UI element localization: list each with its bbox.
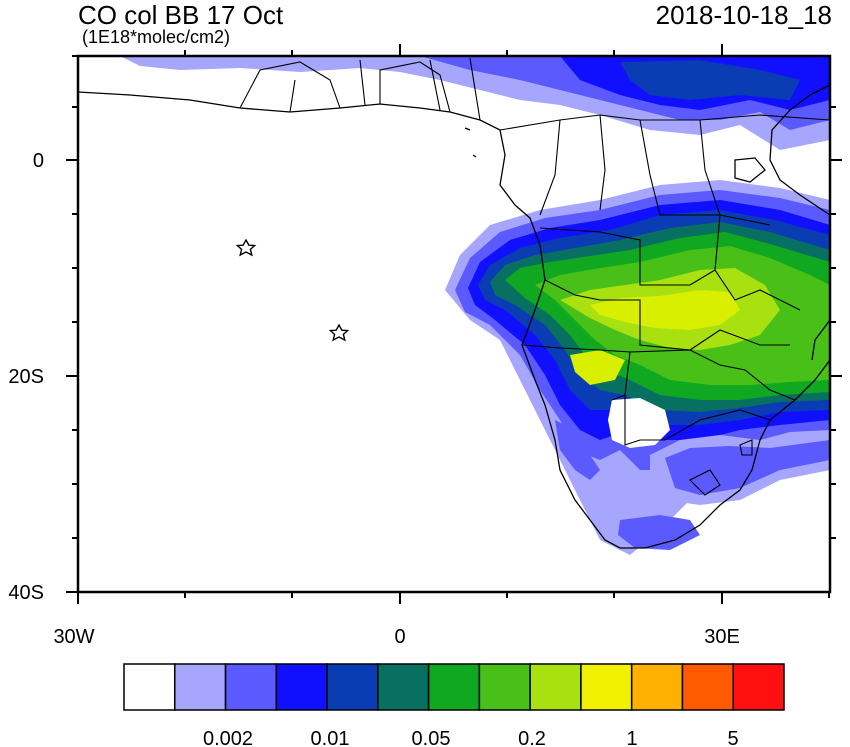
- cape-plume: [618, 515, 700, 550]
- clean-air-region: [608, 398, 670, 448]
- west-africa-borders: [239, 57, 481, 121]
- star-ascension-icon: [235, 238, 257, 257]
- colorbar-box-7: [478, 663, 531, 711]
- colorbar-box-11: [681, 663, 734, 711]
- lon-ticks: [77, 44, 830, 604]
- islands: [464, 127, 477, 158]
- lat-label-20s: 20S: [8, 366, 44, 388]
- datetime-label: 2018-10-18_18: [655, 0, 832, 30]
- colorbar-box-6: [427, 663, 481, 711]
- site-markers: [235, 238, 350, 342]
- lat-label-40s: 40S: [8, 582, 44, 604]
- southern-plume-yellow-2: [570, 350, 625, 385]
- colorbar-box-0: [123, 663, 176, 711]
- colorbar-labels: 0.002 0.01 0.05 0.2 1 5: [203, 728, 739, 747]
- northern-plume-core: [620, 60, 800, 100]
- lon-label-30e: 30E: [704, 626, 740, 648]
- colorbar-box-4: [326, 663, 379, 711]
- colorbar-box-2: [224, 663, 278, 711]
- colorbar-box-1: [174, 663, 227, 711]
- units-label: (1E18*molec/cm2): [82, 27, 231, 47]
- lat-ticks: [66, 55, 842, 593]
- colorbar-label-1: 1: [626, 728, 637, 747]
- lon-label-0: 0: [394, 626, 405, 648]
- lon-label-30w: 30W: [53, 626, 94, 648]
- country-borders: [499, 114, 830, 496]
- colorbar-label-5: 5: [727, 728, 738, 747]
- map-title: CO col BB 17 Oct: [78, 0, 284, 30]
- colorbar-label-0002: 0.002: [203, 728, 253, 747]
- colorbar-label-02: 0.2: [518, 728, 546, 747]
- colorbar-box-9: [580, 663, 633, 711]
- africa-coastline: [78, 91, 830, 549]
- horn-coastline: [769, 84, 830, 216]
- star-st-helena-icon: [328, 323, 350, 342]
- lat-label-0: 0: [33, 150, 44, 172]
- coast-plume: [555, 420, 600, 480]
- colorbar: [123, 663, 785, 711]
- map-frame: [76, 54, 832, 594]
- madagascar-edge: [811, 319, 830, 361]
- se-plume-mid: [665, 440, 830, 495]
- colorbar-box-3: [275, 663, 328, 711]
- lake-victoria: [734, 157, 766, 183]
- colorbar-box-10: [630, 663, 684, 711]
- coastlines: [78, 57, 830, 549]
- colorbar-label-001: 0.01: [311, 728, 350, 747]
- colorbar-box-8: [529, 663, 582, 711]
- colorbar-label-005: 0.05: [412, 728, 451, 747]
- co-concentration-field: [120, 56, 830, 555]
- colorbar-box-5: [377, 663, 430, 711]
- colorbar-box-12: [732, 663, 785, 711]
